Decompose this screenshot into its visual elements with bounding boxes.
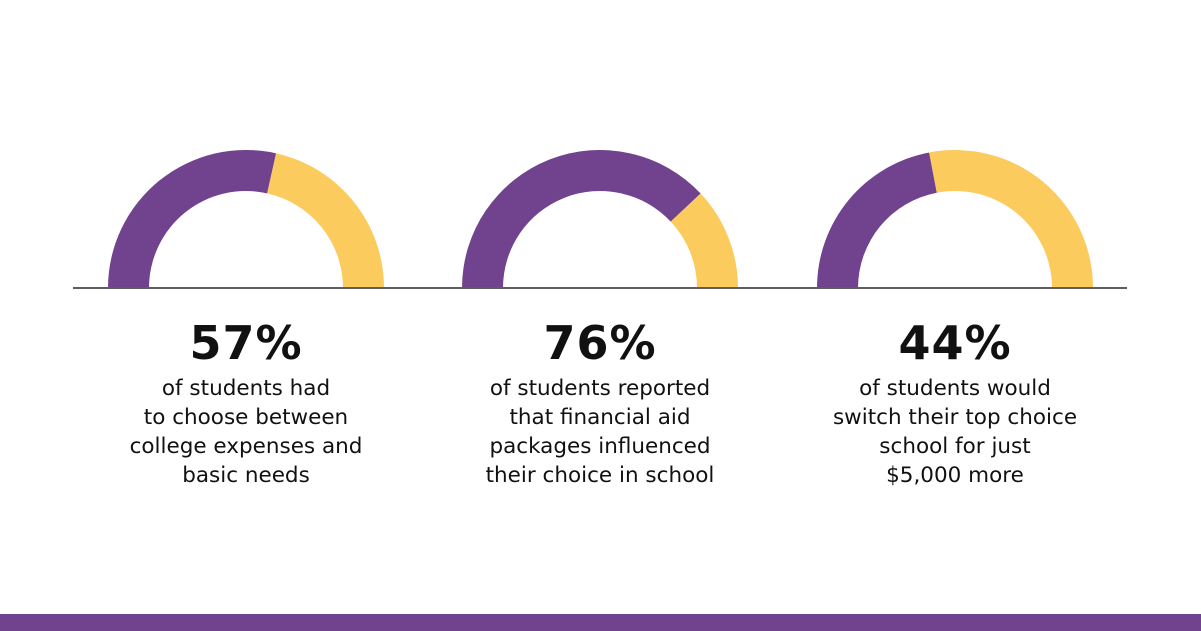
stat-block-1: 57% of students had to choose between co… — [66, 312, 426, 490]
desc-line: college expenses and — [129, 434, 363, 459]
baseline-divider — [73, 287, 1127, 289]
desc-line: $5,000 more — [886, 463, 1024, 488]
stat-description-3: of students would switch their top choic… — [775, 374, 1135, 490]
desc-line: switch their top choice — [832, 405, 1078, 430]
stat-percent-2: 76% — [543, 316, 657, 370]
desc-line: of students would — [859, 376, 1051, 401]
stat-block-3: 44% of students would switch their top c… — [775, 312, 1135, 490]
desc-line: of students had — [161, 376, 331, 401]
footer-bar — [0, 614, 1201, 631]
stat-percent-3: 44% — [898, 316, 1012, 370]
gauge-1-remainder-segment — [267, 153, 384, 288]
desc-line: that financial aid — [509, 405, 691, 430]
desc-line: to choose between — [143, 405, 349, 430]
desc-line: packages influenced — [489, 434, 711, 459]
gauge-1 — [107, 149, 384, 288]
desc-line: basic needs — [182, 463, 310, 488]
desc-line: school for just — [879, 434, 1031, 459]
gauge-3 — [817, 149, 1093, 288]
gauges-svg — [107, 149, 1093, 288]
gauge-1-value-segment — [107, 149, 277, 288]
stat-percent-1: 57% — [189, 316, 303, 370]
stat-description-2: of students reported that financial aid … — [420, 374, 780, 490]
stat-block-2: 76% of students reported that financial … — [420, 312, 780, 490]
gauge-3-remainder-segment — [929, 149, 1093, 288]
stat-description-1: of students had to choose between colleg… — [66, 374, 426, 490]
gauge-2 — [462, 149, 738, 288]
gauge-3-value-segment — [817, 152, 937, 288]
gauge-2-remainder-segment — [670, 193, 738, 288]
desc-line: of students reported — [489, 376, 711, 401]
gauge-2-value-segment — [462, 149, 701, 288]
desc-line: their choice in school — [485, 463, 715, 488]
